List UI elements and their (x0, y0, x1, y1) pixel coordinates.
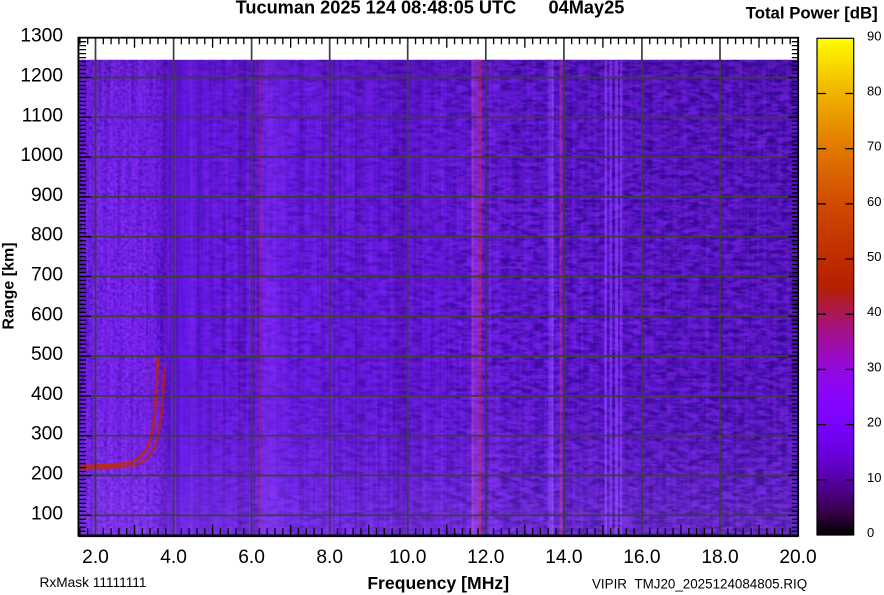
svg-text:1100: 1100 (22, 105, 63, 126)
svg-text:40: 40 (867, 304, 881, 319)
svg-text:30: 30 (867, 359, 881, 374)
svg-text:6.0: 6.0 (238, 547, 265, 568)
svg-text:1200: 1200 (20, 66, 63, 87)
svg-text:600: 600 (31, 304, 63, 325)
svg-text:1300: 1300 (20, 26, 63, 47)
svg-text:4.0: 4.0 (160, 547, 187, 568)
svg-text:60: 60 (867, 194, 881, 209)
svg-text:Range [km]: Range [km] (1, 242, 18, 329)
svg-text:16.0: 16.0 (623, 547, 660, 568)
svg-text:18.0: 18.0 (701, 547, 738, 568)
svg-text:20.0: 20.0 (779, 547, 816, 568)
svg-text:400: 400 (31, 384, 63, 405)
svg-text:VIPIR TMJ20_2025124084805.RIQ: VIPIR TMJ20_2025124084805.RIQ (592, 577, 807, 592)
svg-text:800: 800 (31, 225, 63, 246)
svg-text:700: 700 (31, 265, 63, 286)
svg-text:10.0: 10.0 (389, 547, 426, 568)
svg-text:90: 90 (867, 28, 881, 43)
svg-text:50: 50 (867, 249, 881, 264)
svg-text:0: 0 (867, 525, 874, 540)
svg-text:100: 100 (31, 503, 63, 524)
svg-text:Tucuman 2025 124 08:48:05 UTC: Tucuman 2025 124 08:48:05 UTC (236, 0, 517, 18)
svg-text:12.0: 12.0 (467, 547, 504, 568)
svg-text:300: 300 (31, 424, 63, 445)
svg-text:Frequency [MHz]: Frequency [MHz] (367, 573, 509, 593)
svg-text:14.0: 14.0 (545, 547, 582, 568)
svg-text:900: 900 (31, 185, 63, 206)
svg-text:500: 500 (31, 344, 63, 365)
svg-text:70: 70 (867, 139, 881, 154)
svg-text:RxMask 11111111: RxMask 11111111 (40, 575, 147, 590)
svg-text:8.0: 8.0 (316, 547, 343, 568)
svg-text:2.0: 2.0 (82, 547, 109, 568)
svg-text:20: 20 (867, 415, 881, 430)
svg-text:80: 80 (867, 84, 881, 99)
svg-text:Total Power [dB]: Total Power [dB] (746, 4, 878, 23)
svg-text:200: 200 (31, 464, 63, 485)
svg-text:1000: 1000 (20, 145, 63, 166)
svg-text:10: 10 (867, 470, 881, 485)
svg-text:04May25: 04May25 (549, 0, 625, 18)
